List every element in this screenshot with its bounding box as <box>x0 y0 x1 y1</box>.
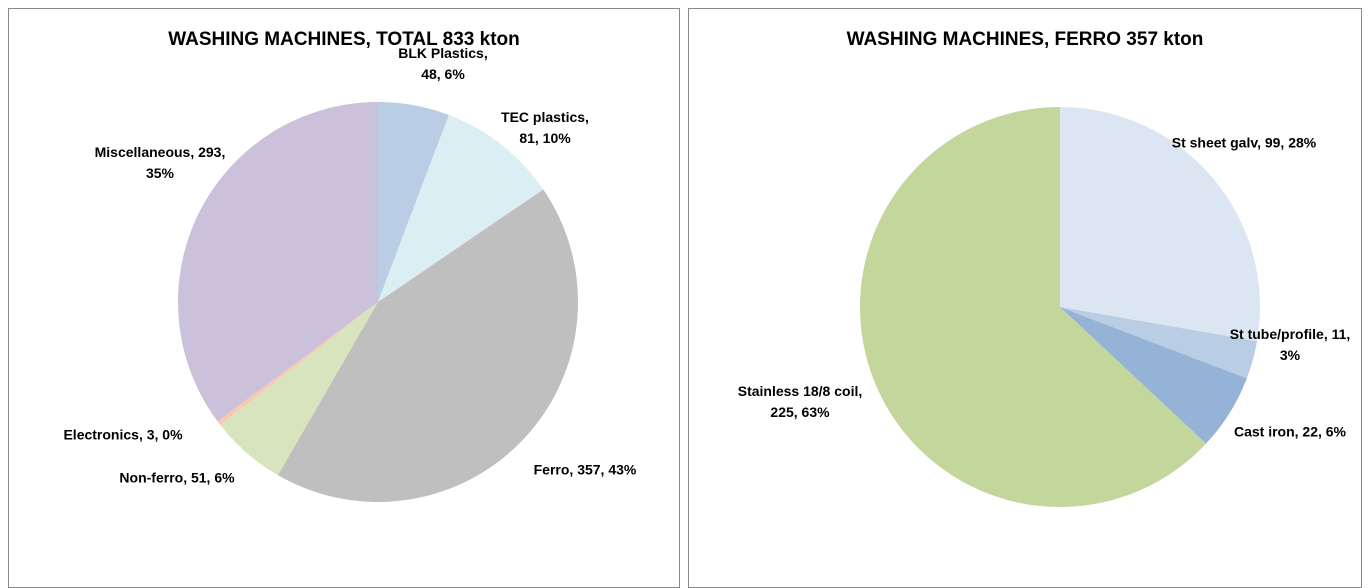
pie-slice <box>220 302 378 476</box>
page: WASHING MACHINES, TOTAL 833 kton WASHING … <box>8 8 1362 588</box>
pie-slice <box>277 189 578 502</box>
pie-slice <box>1060 107 1260 342</box>
data-label: Electronics, 3, 0% <box>63 426 183 443</box>
chart-title: WASHING MACHINES, FERRO 357 kton <box>846 29 1204 50</box>
data-label: Stainless 18/8 coil, 225, 63% <box>737 383 863 420</box>
data-label: BLK Plastics, 48, 6% <box>398 45 488 82</box>
data-label: Non-ferro, 51, 6% <box>119 469 235 486</box>
data-label: Miscellaneous, 293, 35% <box>94 144 226 181</box>
pie-slice <box>217 302 378 425</box>
pie-slice <box>859 107 1207 507</box>
pie-slice <box>178 102 378 422</box>
data-label: Cast iron, 22, 6% <box>1233 423 1347 440</box>
data-label: St tube/profile, 11, 3% <box>1229 326 1351 363</box>
charts <box>178 102 1260 507</box>
pie-slice <box>1060 307 1247 444</box>
pie-slice <box>1060 307 1258 379</box>
chart-title: WASHING MACHINES, TOTAL 833 kton <box>168 29 520 50</box>
data-label: Ferro, 357, 43% <box>533 461 637 478</box>
data-label: St sheet galv, 99, 28% <box>1171 134 1317 151</box>
pie-slice <box>378 102 449 302</box>
pie-slice <box>378 114 544 302</box>
data-label: TEC plastics, 81, 10% <box>501 109 589 146</box>
